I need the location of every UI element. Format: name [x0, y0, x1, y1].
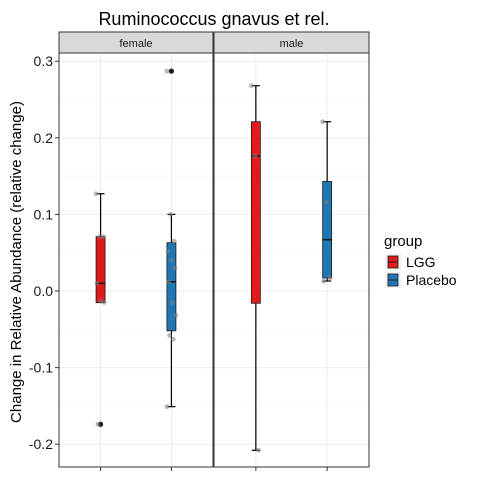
box-female-lgg [93, 191, 107, 427]
strip-label-male: male [280, 38, 304, 50]
legend-key-lgg [385, 254, 401, 270]
data-point [248, 83, 254, 89]
data-point [252, 153, 258, 159]
data-point [256, 447, 261, 453]
outlier-point [168, 68, 175, 74]
data-point [164, 404, 170, 410]
panel-border [58, 52, 214, 468]
legend-label: LGG [406, 254, 436, 270]
box-iqr [166, 242, 177, 332]
data-point [169, 257, 174, 263]
data-point [168, 212, 173, 217]
y-axis: -0.2 -0.1 0.0 0.1 0.2 0.3 [29, 53, 328, 471]
data-point [170, 336, 176, 342]
data-point [167, 333, 173, 338]
facet-panels: female male [58, 31, 370, 468]
data-point [164, 68, 170, 74]
data-point [171, 238, 177, 244]
panel-background [59, 53, 213, 467]
data-point [172, 265, 178, 271]
box-female-placebo [164, 68, 179, 410]
panel-background [214, 53, 369, 467]
data-point [321, 278, 326, 284]
y-axis-label: Change in Relative Abundance (relative c… [8, 101, 25, 423]
data-point [100, 234, 106, 240]
y-tick-label: 0.2 [34, 130, 54, 146]
chart-title: Ruminococcus gnavus et rel. [98, 9, 329, 29]
data-point [97, 234, 103, 240]
y-tick-label: -0.1 [29, 360, 53, 376]
legend-key-placebo [385, 272, 401, 288]
box-male-lgg [248, 83, 261, 453]
legend: group LGG Placebo [384, 233, 457, 288]
strip-label-female: female [119, 38, 152, 50]
data-point [95, 421, 101, 427]
data-point [94, 280, 100, 286]
facet-female: female [58, 31, 214, 468]
legend-title: group [384, 233, 422, 250]
panel-border [213, 52, 370, 468]
box-iqr [250, 121, 261, 304]
box-iqr [95, 236, 106, 303]
box-iqr [322, 181, 333, 279]
y-tick-label: -0.2 [29, 436, 53, 452]
data-point [320, 119, 326, 125]
box-male-placebo [320, 119, 333, 284]
data-point [165, 248, 171, 254]
data-point [98, 298, 103, 304]
data-point [101, 300, 107, 305]
y-tick-label: 0.1 [34, 206, 54, 222]
data-point [169, 300, 175, 305]
legend-label: Placebo [406, 272, 457, 288]
data-point [93, 191, 99, 197]
data-point [327, 275, 333, 281]
data-point [323, 199, 329, 205]
y-tick-label: 0.0 [34, 283, 54, 299]
y-tick-label: 0.3 [34, 53, 54, 69]
data-point [166, 279, 172, 285]
data-point [173, 313, 179, 318]
facet-male: male [213, 31, 370, 468]
